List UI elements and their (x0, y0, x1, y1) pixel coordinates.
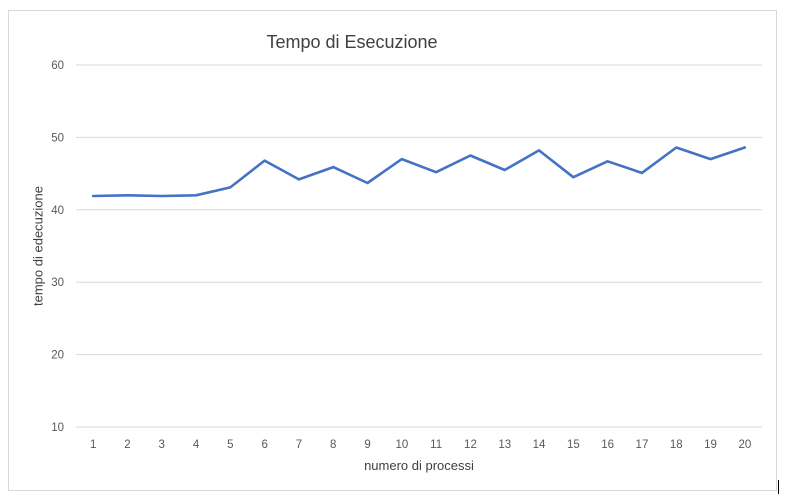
x-tick-label: 4 (193, 439, 200, 451)
y-tick-label: 10 (51, 422, 64, 434)
x-tick-label: 10 (395, 439, 408, 451)
x-tick-label: 20 (738, 439, 751, 451)
series-line-0 (91, 146, 747, 198)
y-tick-label: 20 (51, 350, 64, 362)
chart-area (8, 10, 777, 491)
y-tick-label: 40 (51, 205, 64, 217)
y-tick-label: 50 (51, 132, 64, 144)
chart-title: Tempo di Esecuzione (266, 32, 438, 52)
x-tick-label: 14 (533, 439, 546, 451)
x-tick-label: 8 (330, 439, 336, 451)
x-tick-label: 5 (227, 439, 233, 451)
y-tick-label: 60 (51, 60, 64, 72)
x-tick-label: 2 (124, 439, 130, 451)
y-tick-label: 30 (51, 277, 64, 289)
x-tick-label: 19 (704, 439, 717, 451)
x-tick-label: 16 (601, 439, 614, 451)
x-tick-label: 7 (296, 439, 302, 451)
x-axis-title: numero di processi (364, 458, 474, 473)
x-tick-label: 9 (364, 439, 370, 451)
x-tick-label: 18 (670, 439, 683, 451)
x-tick-label: 3 (159, 439, 165, 451)
corner-mark (778, 480, 779, 494)
x-tick-label: 12 (464, 439, 477, 451)
x-tick-label: 17 (636, 439, 649, 451)
x-tick-label: 6 (261, 439, 267, 451)
x-tick-label: 1 (90, 439, 96, 451)
x-tick-label: 11 (430, 439, 442, 451)
x-tick-label: 13 (498, 439, 511, 451)
x-tick-label: 15 (567, 439, 580, 451)
